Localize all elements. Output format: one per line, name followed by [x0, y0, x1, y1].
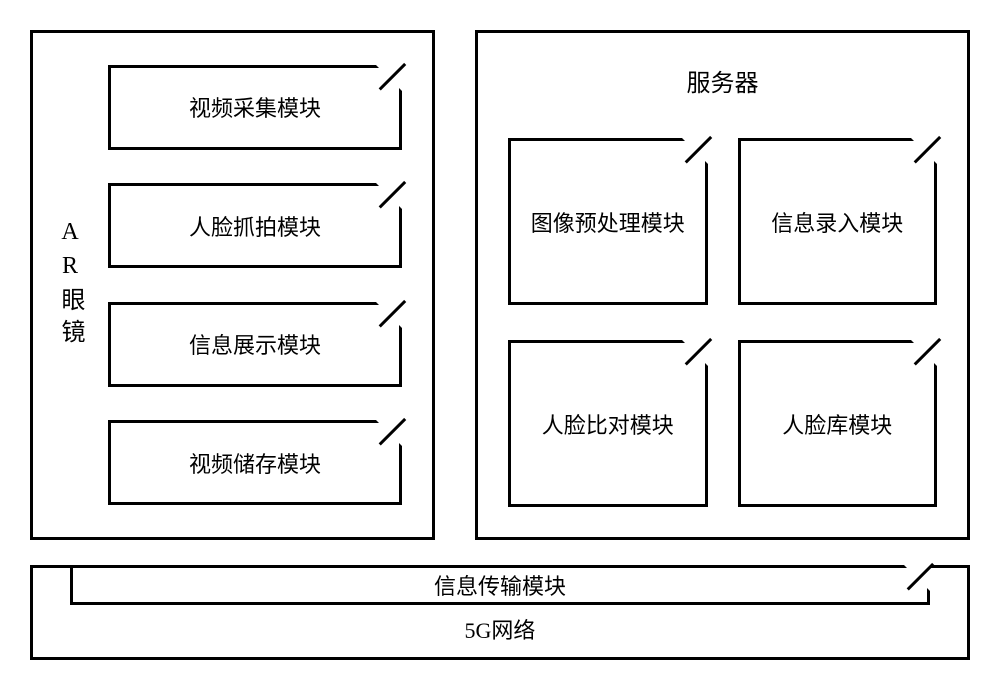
module-face-db: 人脸库模块: [738, 340, 938, 507]
module-info-transmission: 信息传输模块: [70, 565, 929, 605]
module-video-storage: 视频储存模块: [108, 420, 402, 505]
module-label: 人脸抓拍模块: [189, 210, 321, 242]
module-label: 图像预处理模块: [531, 206, 685, 238]
module-label: 人脸库模块: [782, 408, 892, 440]
module-label: 信息录入模块: [771, 206, 903, 238]
module-video-capture: 视频采集模块: [108, 65, 402, 150]
module-label: 信息传输模块: [434, 569, 566, 601]
module-image-preprocess: 图像预处理模块: [508, 138, 708, 305]
diagram-root: AR眼镜 视频采集模块 人脸抓拍模块 信息展示模块 视频储存模块 服务器: [30, 30, 970, 661]
module-face-capture: 人脸抓拍模块: [108, 183, 402, 268]
left-panel-title: AR眼镜: [33, 33, 98, 537]
left-panel: AR眼镜 视频采集模块 人脸抓拍模块 信息展示模块 视频储存模块: [30, 30, 435, 540]
module-label: 信息展示模块: [189, 328, 321, 360]
top-row: AR眼镜 视频采集模块 人脸抓拍模块 信息展示模块 视频储存模块 服务器: [30, 30, 970, 540]
bottom-panel: 信息传输模块 5G网络: [30, 565, 970, 660]
module-info-display: 信息展示模块: [108, 302, 402, 387]
bottom-panel-title: 5G网络: [465, 613, 536, 645]
module-info-entry: 信息录入模块: [738, 138, 938, 305]
module-label: 人脸比对模块: [542, 408, 674, 440]
right-panel: 服务器 图像预处理模块 信息录入模块 人脸比对模块 人脸库模块: [475, 30, 970, 540]
left-modules-list: 视频采集模块 人脸抓拍模块 信息展示模块 视频储存模块: [98, 33, 432, 537]
module-label: 视频采集模块: [189, 91, 321, 123]
module-face-compare: 人脸比对模块: [508, 340, 708, 507]
right-modules-grid: 图像预处理模块 信息录入模块 人脸比对模块 人脸库模块: [478, 118, 967, 537]
module-label: 视频储存模块: [189, 447, 321, 479]
right-panel-title: 服务器: [478, 33, 967, 118]
